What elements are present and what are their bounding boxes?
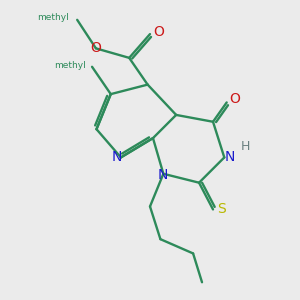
Text: O: O [230,92,240,106]
Text: N: N [224,150,235,164]
Text: H: H [240,140,250,153]
Text: O: O [90,41,101,55]
Text: O: O [153,25,164,39]
Text: methyl: methyl [37,13,69,22]
Text: methyl: methyl [54,61,85,70]
Text: N: N [111,150,122,164]
Text: N: N [158,168,168,182]
Text: S: S [218,202,226,216]
